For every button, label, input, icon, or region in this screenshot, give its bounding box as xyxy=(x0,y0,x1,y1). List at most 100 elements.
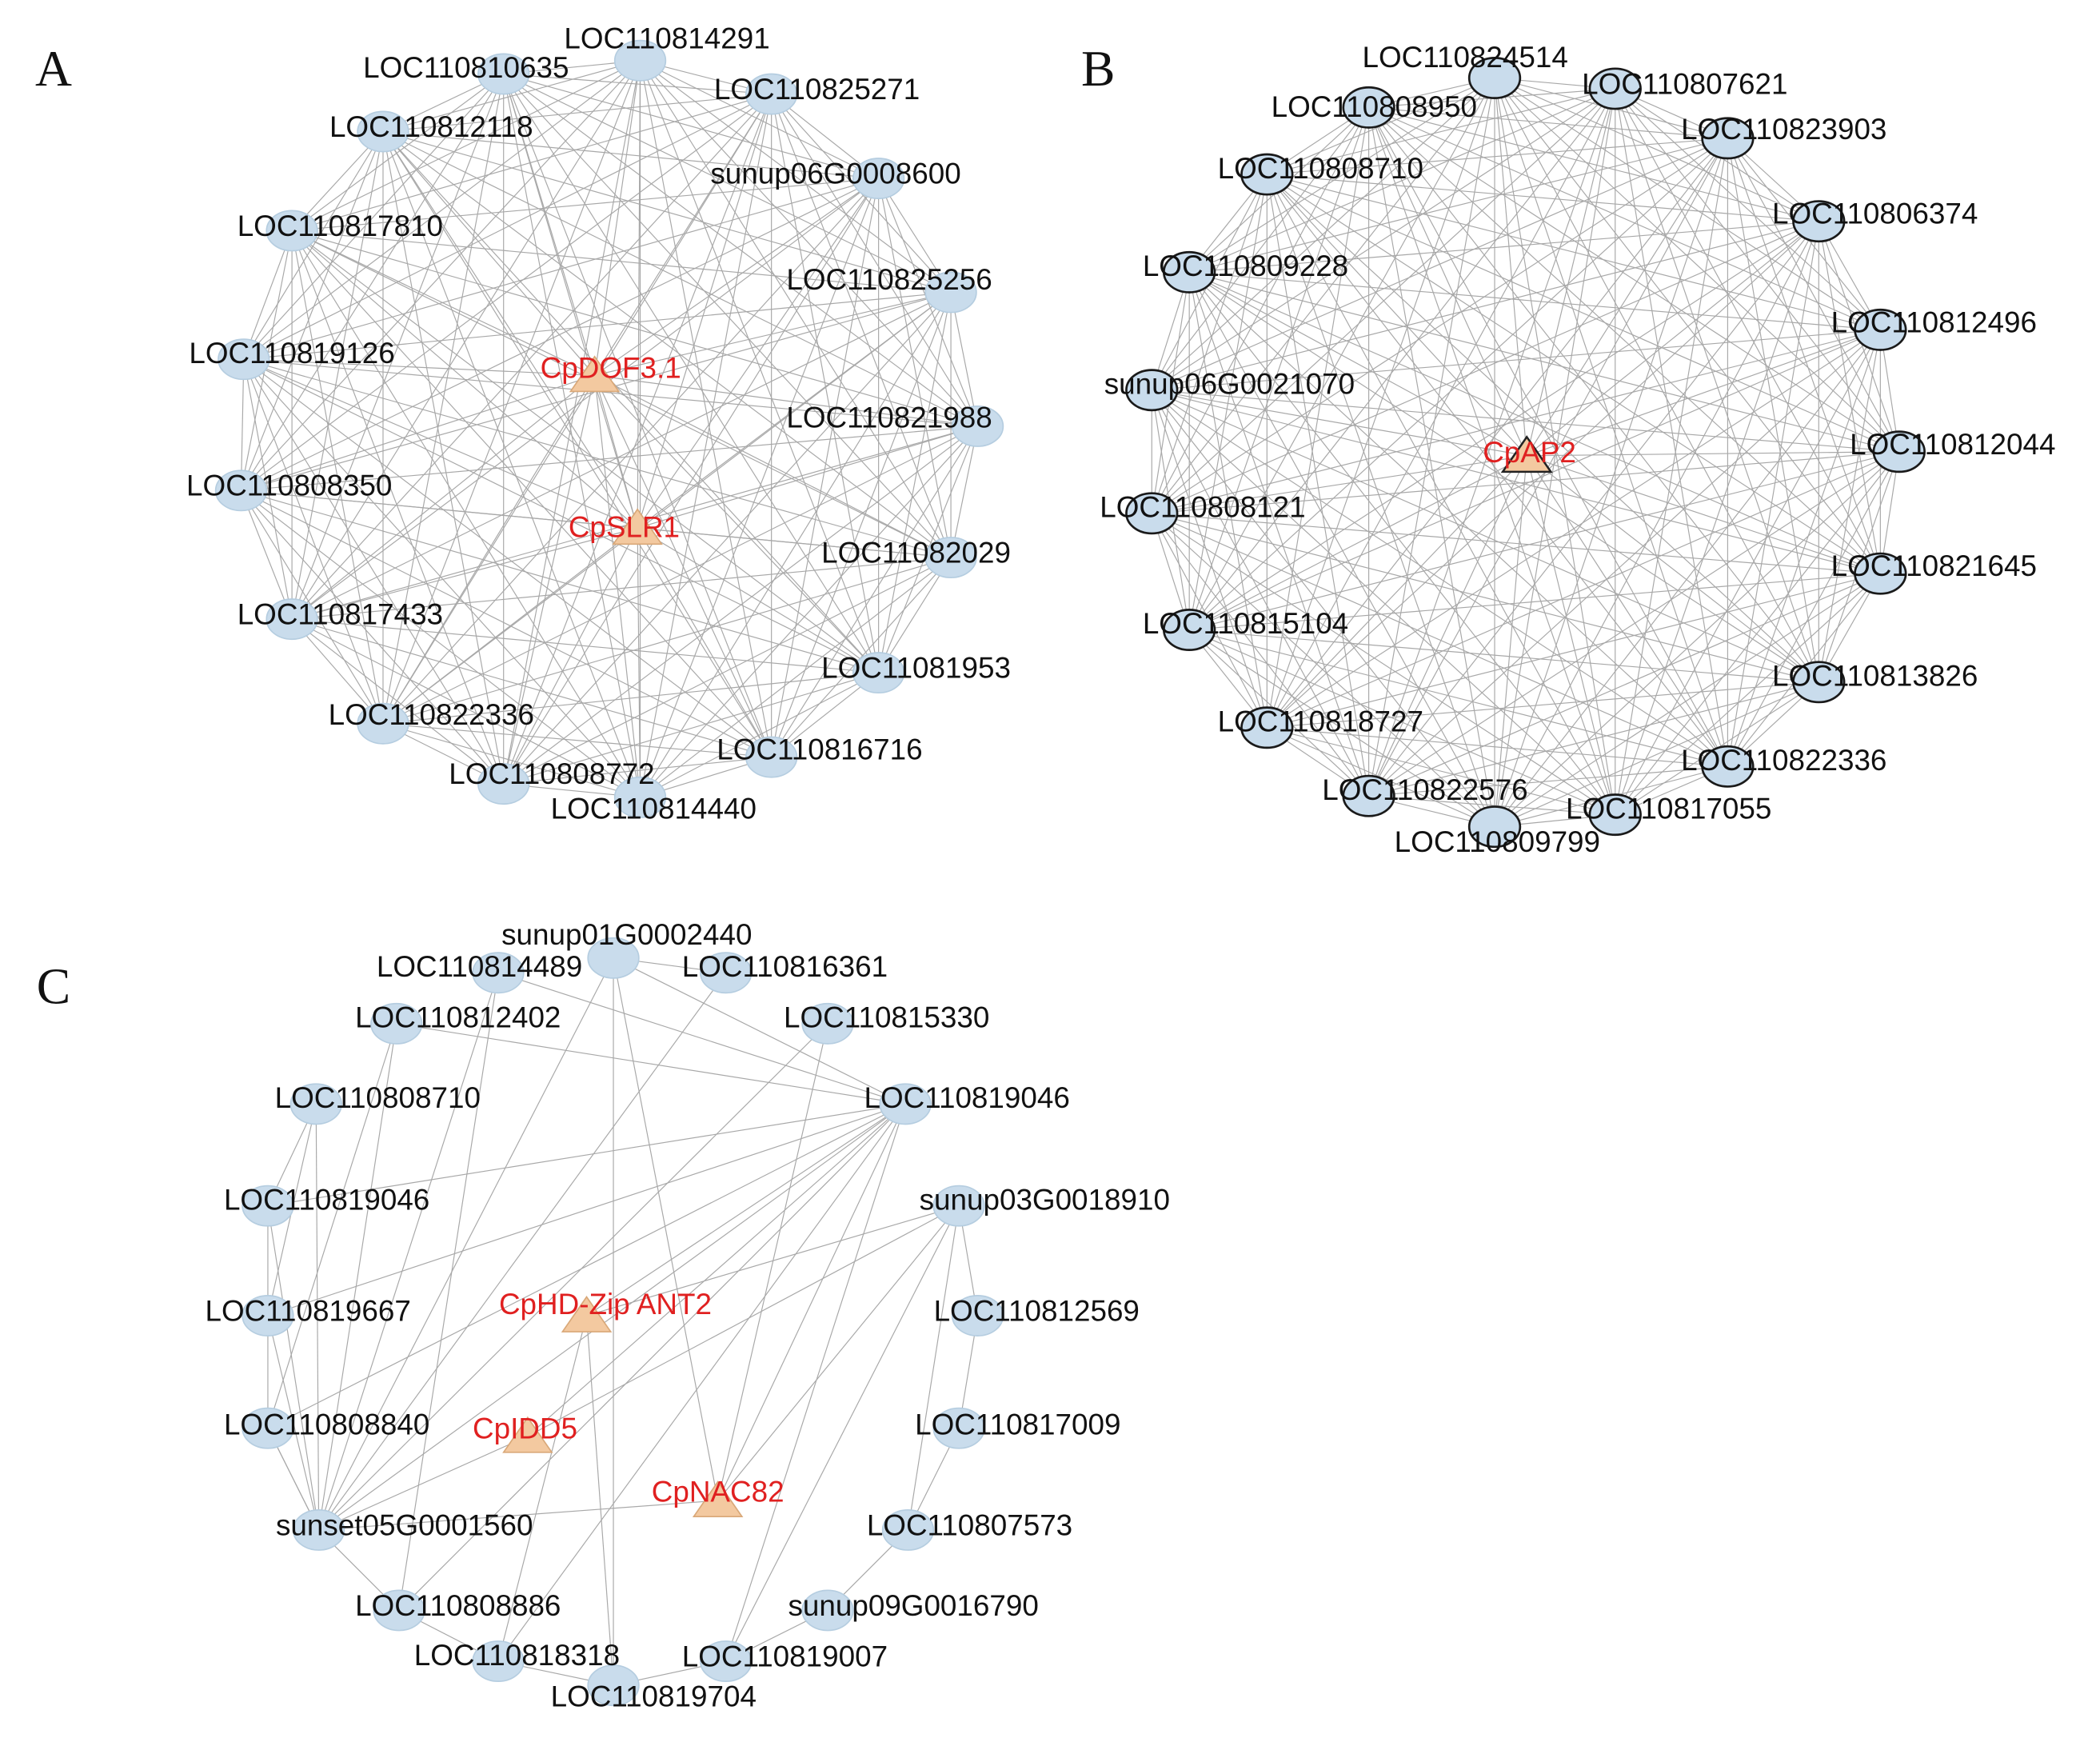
edge xyxy=(1266,107,1370,728)
edge xyxy=(1368,106,1819,222)
edge xyxy=(382,723,641,798)
edge xyxy=(503,60,641,785)
node-label: CpHD-Zip ANT2 xyxy=(499,1288,712,1320)
panel-letter: A xyxy=(35,40,72,97)
edge xyxy=(503,672,879,785)
edge xyxy=(241,489,505,785)
edge xyxy=(1615,221,1819,815)
gene-node xyxy=(801,1589,854,1632)
edge xyxy=(1152,451,1899,514)
gene-node xyxy=(1792,661,1846,704)
edge xyxy=(1189,271,1899,453)
node-label: LOC110808840 xyxy=(224,1408,429,1441)
edge xyxy=(382,130,879,179)
edge xyxy=(382,60,641,724)
edge xyxy=(1818,330,1881,682)
edge xyxy=(771,94,880,673)
edge xyxy=(1152,513,1728,767)
edge xyxy=(382,94,773,725)
gene-node xyxy=(1342,86,1395,129)
node-label: LOC110819046 xyxy=(864,1081,1069,1114)
gene-node xyxy=(1854,308,1907,351)
edge xyxy=(398,1103,906,1611)
edge xyxy=(1494,138,1728,827)
tf-node xyxy=(561,1296,613,1332)
edge xyxy=(527,1103,906,1437)
edge xyxy=(243,94,772,360)
edge xyxy=(318,1436,529,1531)
tf-node xyxy=(612,508,663,545)
edge xyxy=(1494,78,1900,453)
edge xyxy=(878,178,952,558)
edge xyxy=(318,1500,718,1531)
node-label: LOC110819667 xyxy=(206,1294,411,1327)
edge xyxy=(1267,174,1881,330)
edge xyxy=(1266,174,1819,683)
edge xyxy=(1615,88,1819,683)
node-label: LOC110806374 xyxy=(1772,198,1978,230)
edge xyxy=(291,178,879,620)
edge xyxy=(1151,174,1268,513)
edge xyxy=(503,757,772,785)
edge xyxy=(1188,78,1495,273)
edge xyxy=(585,1315,614,1686)
gene-node xyxy=(1467,57,1522,99)
gene-node xyxy=(214,469,268,512)
edge xyxy=(1527,455,1881,574)
edge xyxy=(637,528,641,797)
edge xyxy=(1266,88,1616,729)
edge xyxy=(594,374,978,427)
edge xyxy=(1152,390,1899,453)
edge xyxy=(1368,107,1728,767)
edge xyxy=(1188,329,1881,631)
edge xyxy=(586,1103,906,1316)
edge xyxy=(1368,573,1881,797)
edge xyxy=(725,1205,960,1662)
edge xyxy=(315,1104,320,1530)
tf-node xyxy=(1500,435,1553,473)
edge xyxy=(1368,106,1881,574)
edge xyxy=(1151,513,1616,816)
node-label: LOC110808772 xyxy=(449,757,654,790)
edge xyxy=(1188,271,1728,767)
edge xyxy=(1151,78,1495,391)
edge xyxy=(594,291,952,376)
node-label: LOC110812044 xyxy=(1850,428,2055,461)
edge xyxy=(637,178,880,529)
edge xyxy=(1188,88,1616,630)
edge xyxy=(1189,271,1881,330)
tf-node xyxy=(569,355,621,393)
edge xyxy=(1527,451,1899,457)
edge xyxy=(950,292,979,427)
edge xyxy=(318,1023,397,1531)
gene-node xyxy=(242,1407,294,1449)
edge xyxy=(1494,78,1819,683)
edge xyxy=(640,60,879,179)
edge xyxy=(291,230,879,673)
edge xyxy=(1188,271,1819,683)
edge xyxy=(1494,78,1881,330)
edge xyxy=(243,358,595,376)
panel-letter: B xyxy=(1081,40,1115,97)
gene-node xyxy=(1125,369,1179,412)
edge xyxy=(243,358,638,529)
edge xyxy=(878,178,952,293)
node-label: LOC110814440 xyxy=(551,792,757,825)
edge xyxy=(243,359,384,724)
edge xyxy=(291,60,641,620)
edge xyxy=(1494,88,1616,827)
gene-node xyxy=(1792,200,1846,243)
edge xyxy=(241,489,641,798)
gene-node xyxy=(613,776,667,818)
node-label: LOC110807621 xyxy=(1582,67,1787,100)
edge xyxy=(1526,138,1728,457)
node-label: LOC110822336 xyxy=(329,698,534,731)
gene-node xyxy=(292,1508,345,1551)
edge xyxy=(291,230,595,376)
edge xyxy=(1152,455,1527,514)
edge xyxy=(241,60,641,491)
node-label: LOC110817009 xyxy=(915,1408,1120,1441)
node-label: LOC110823903 xyxy=(1681,113,1886,146)
gene-node xyxy=(613,39,667,82)
